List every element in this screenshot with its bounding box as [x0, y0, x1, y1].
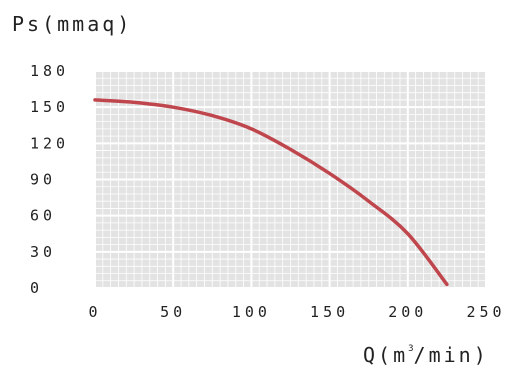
x-axis-label: Q(m3/min) — [363, 343, 489, 367]
series-line-0 — [93, 98, 449, 287]
x-tick-label: 0 — [88, 303, 101, 321]
y-tick-labels: 180 150 120 90 60 30 0 — [30, 62, 69, 297]
y-axis-label: Ps(mmaq) — [12, 12, 133, 36]
x-tick-label: 150 — [310, 303, 349, 321]
y-tick-label: 90 — [30, 171, 56, 189]
x-tick-labels: 0 50 100 150 200 250 — [88, 303, 505, 321]
x-tick-label: 200 — [388, 303, 427, 321]
series-group — [93, 98, 449, 287]
x-tick-label: 100 — [232, 303, 271, 321]
y-tick-label: 30 — [30, 243, 56, 261]
grid-lines — [94, 70, 487, 289]
y-tick-label: 150 — [30, 98, 69, 116]
x-tick-label: 250 — [466, 303, 505, 321]
y-tick-label: 120 — [30, 134, 69, 152]
x-tick-label: 50 — [160, 303, 186, 321]
y-tick-label: 60 — [30, 207, 56, 225]
y-tick-label: 0 — [30, 279, 43, 297]
y-tick-label: 180 — [30, 62, 69, 80]
